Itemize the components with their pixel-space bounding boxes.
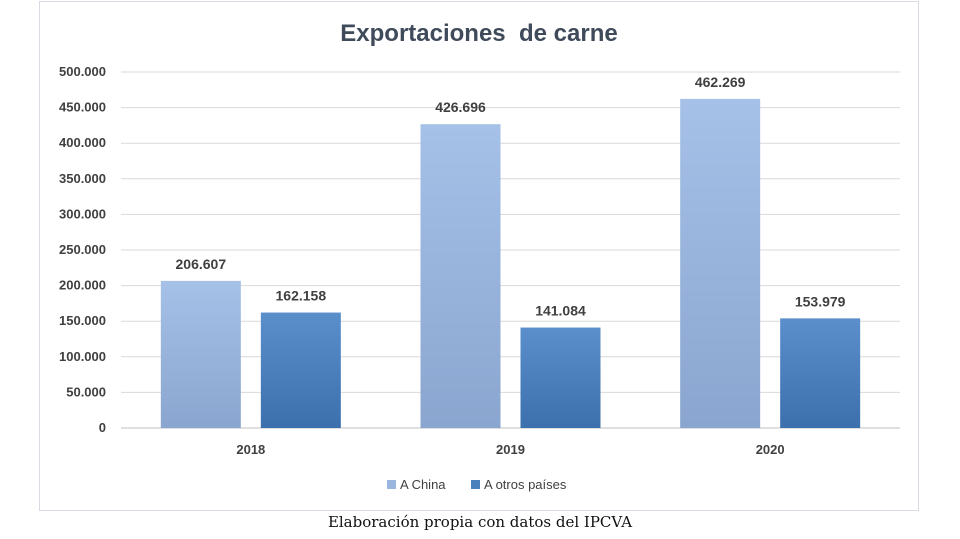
y-axis-ticks: 0 50.000 100.000 150.000 200.000 250.000 300.0… — [59, 64, 106, 435]
y-tick-label: 200.000 — [59, 278, 106, 293]
bar-china-2019 — [420, 124, 501, 429]
y-tick-label: 500.000 — [59, 64, 106, 79]
y-tick-label: 150.000 — [59, 313, 106, 328]
y-tick-label: 100.000 — [59, 349, 106, 364]
legend-label: A otros países — [484, 477, 567, 492]
x-tick-label: 2019 — [496, 442, 525, 457]
y-tick-label: 0 — [99, 420, 106, 435]
chart-title: Exportaciones de carne — [340, 20, 617, 47]
y-tick-label: 400.000 — [59, 135, 106, 150]
bar-otros-2020 — [780, 318, 861, 428]
data-label: 462.269 — [695, 74, 746, 90]
legend-swatch-china — [387, 480, 396, 489]
legend-label: A China — [400, 477, 446, 492]
gridlines — [121, 71, 900, 429]
bar-china-2018 — [160, 280, 241, 428]
source-caption: Elaboración propia con datos del IPCVA — [327, 513, 633, 531]
legend-swatch-otros — [471, 480, 480, 489]
data-label: 426.696 — [435, 99, 486, 115]
x-tick-label: 2020 — [756, 442, 785, 457]
bar-otros-2019 — [520, 327, 601, 428]
x-axis-ticks: 2018 2019 2020 — [236, 442, 784, 457]
data-label: 153.979 — [795, 293, 846, 309]
legend: A China A otros países — [387, 477, 567, 492]
y-tick-label: 450.000 — [59, 100, 106, 115]
y-tick-label: 50.000 — [66, 384, 106, 399]
bar-china-2020 — [680, 98, 761, 428]
data-label: 206.607 — [176, 256, 227, 272]
x-tick-label: 2018 — [236, 442, 265, 457]
data-label: 141.084 — [535, 303, 586, 319]
data-labels: 206.607 162.158 426.696 141.084 462.269 153.9… — [176, 74, 846, 319]
y-tick-label: 350.000 — [59, 171, 106, 186]
bars — [160, 98, 861, 429]
y-tick-label: 300.000 — [59, 206, 106, 221]
data-label: 162.158 — [276, 288, 327, 304]
y-tick-label: 250.000 — [59, 242, 106, 257]
bar-otros-2018 — [260, 312, 341, 428]
